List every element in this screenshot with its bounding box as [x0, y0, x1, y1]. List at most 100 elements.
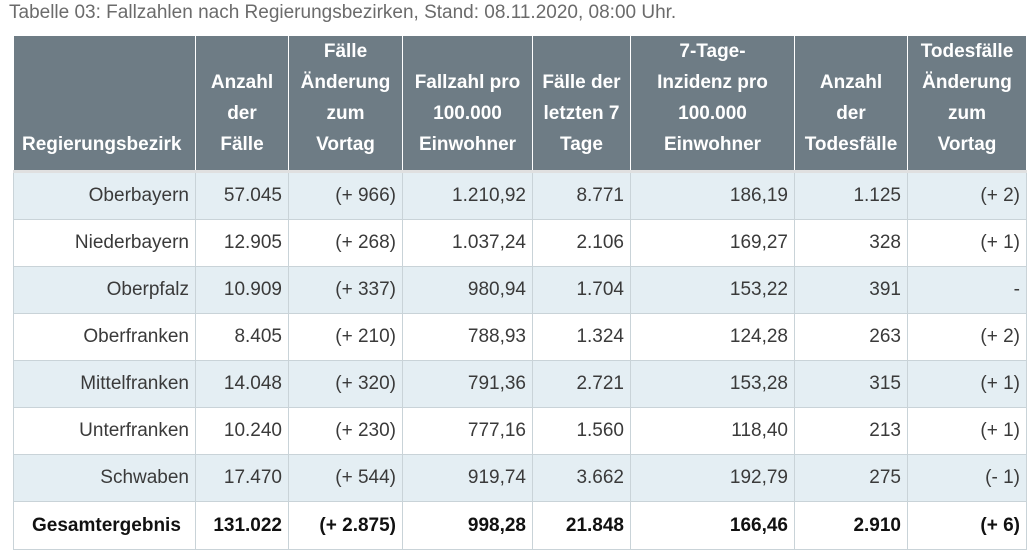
- column-header-line: 100.000: [433, 103, 502, 124]
- cell-regierungsbezirk: Oberbayern: [13, 171, 196, 220]
- cell-faelle-aenderung: (+ 966): [288, 171, 403, 220]
- cell-fallzahl-pro-100000: 1.037,24: [402, 219, 533, 267]
- cell-regierungsbezirk: Niederbayern: [13, 219, 196, 267]
- cell-faelle-aenderung: (+ 210): [288, 313, 403, 361]
- cell-anzahl-todesfaelle: 315: [794, 360, 908, 408]
- table-row: Niederbayern 12.905 (+ 268) 1.037,24 2.106 16…: [13, 219, 1027, 267]
- column-header-line: 100.000: [678, 103, 747, 124]
- cell-regierungsbezirk: Oberfranken: [13, 313, 196, 361]
- cell-fallzahl-pro-100000: 777,16: [402, 407, 533, 455]
- cell-anzahl-todesfaelle: 275: [794, 454, 908, 502]
- column-header-line: Tage: [560, 134, 603, 155]
- column-header-line: der: [836, 103, 866, 124]
- cell-faelle-aenderung: (+ 320): [288, 360, 403, 408]
- table-row: Oberbayern 57.045 (+ 966) 1.210,92 8.771 186,…: [13, 171, 1027, 220]
- cell-todesfaelle-aenderung: (+ 1): [907, 360, 1027, 408]
- column-header-fallzahl-pro-100000: Fallzahl pro 100.000 Einwohner: [402, 36, 533, 173]
- cell-faelle-aenderung: (+ 268): [288, 219, 403, 267]
- table-row: Mittelfranken 14.048 (+ 320) 791,36 2.721 153…: [13, 360, 1027, 408]
- cell-todesfaelle-aenderung: (+ 1): [907, 407, 1027, 455]
- cell-7-tage-inzidenz: 153,28: [630, 360, 795, 408]
- cell-anzahl-faelle: 8.405: [195, 313, 289, 361]
- column-header-line: Inzidenz pro: [657, 72, 768, 93]
- cell-fallzahl-pro-100000: 791,36: [402, 360, 533, 408]
- cell-regierungsbezirk: Unterfranken: [13, 407, 196, 455]
- column-header-line: der: [227, 103, 257, 124]
- cell-faelle-aenderung: (+ 337): [288, 266, 403, 314]
- column-header-line: Fallzahl pro: [414, 72, 521, 93]
- column-header-line: Todesfälle: [804, 134, 898, 155]
- total-cell-faelle-aenderung: (+ 2.875): [288, 501, 403, 550]
- cell-anzahl-faelle: 57.045: [195, 171, 289, 220]
- cell-anzahl-faelle: 12.905: [195, 219, 289, 267]
- column-header-faelle-aenderung: Fälle Änderung zum Vortag: [288, 36, 403, 173]
- case-numbers-table: Regierungsbezirk Anzahl der Fälle Fälle Änder…: [13, 36, 1027, 550]
- table-body: Oberbayern 57.045 (+ 966) 1.210,92 8.771 186,…: [13, 171, 1027, 550]
- cell-anzahl-faelle: 17.470: [195, 454, 289, 502]
- cell-7-tage-inzidenz: 118,40: [630, 407, 795, 455]
- column-header-line: zum: [326, 103, 365, 124]
- column-header-line: Einwohner: [418, 134, 517, 155]
- cell-faelle-letzte-7-tage: 8.771: [532, 171, 631, 220]
- column-header-line: Anzahl: [210, 72, 274, 93]
- column-header-7-tage-inzidenz: 7-Tage- Inzidenz pro 100.000 Einwohner: [630, 36, 795, 173]
- cell-fallzahl-pro-100000: 788,93: [402, 313, 533, 361]
- cell-todesfaelle-aenderung: (+ 2): [907, 171, 1027, 220]
- total-cell-7-tage-inzidenz: 166,46: [630, 501, 795, 550]
- column-header-line: Vortag: [937, 134, 997, 155]
- cell-faelle-aenderung: (+ 544): [288, 454, 403, 502]
- cell-anzahl-todesfaelle: 328: [794, 219, 908, 267]
- column-header-line: zum: [948, 103, 986, 124]
- cell-anzahl-todesfaelle: 213: [794, 407, 908, 455]
- column-header-line: Vortag: [316, 134, 375, 155]
- column-header-line: Änderung: [300, 72, 391, 93]
- cell-regierungsbezirk: Schwaben: [13, 454, 196, 502]
- cell-faelle-letzte-7-tage: 3.662: [532, 454, 631, 502]
- cell-regierungsbezirk: Oberpfalz: [13, 266, 196, 314]
- cell-todesfaelle-aenderung: (+ 1): [907, 219, 1027, 267]
- column-header-line: Anzahl: [819, 72, 883, 93]
- column-header-anzahl-todesfaelle: Anzahl der Todesfälle: [794, 36, 908, 173]
- column-header-regierungsbezirk: Regierungsbezirk: [13, 36, 196, 173]
- cell-faelle-aenderung: (+ 230): [288, 407, 403, 455]
- table-row: Oberfranken 8.405 (+ 210) 788,93 1.324 124,28…: [13, 313, 1027, 361]
- total-row: Gesamtergebnis 131.022 (+ 2.875) 998,28 21.8…: [13, 501, 1027, 550]
- total-cell-todesfaelle-aenderung: (+ 6): [907, 501, 1027, 550]
- total-cell-faelle-letzte-7-tage: 21.848: [532, 501, 631, 550]
- column-header-line: Einwohner: [663, 134, 762, 155]
- column-header-line: 7-Tage-: [679, 41, 746, 62]
- cell-faelle-letzte-7-tage: 2.106: [532, 219, 631, 267]
- column-header-anzahl-faelle: Anzahl der Fälle: [195, 36, 289, 173]
- total-cell-anzahl-faelle: 131.022: [195, 501, 289, 550]
- column-header-line: Fälle der: [542, 72, 621, 93]
- header-row: Regierungsbezirk Anzahl der Fälle Fälle Änder…: [13, 36, 1027, 173]
- cell-todesfaelle-aenderung: (+ 2): [907, 313, 1027, 361]
- cell-todesfaelle-aenderung: -: [907, 266, 1027, 314]
- cell-anzahl-todesfaelle: 1.125: [794, 171, 908, 220]
- cell-fallzahl-pro-100000: 1.210,92: [402, 171, 533, 220]
- column-header-line: Änderung: [922, 72, 1012, 93]
- cell-anzahl-todesfaelle: 263: [794, 313, 908, 361]
- cell-7-tage-inzidenz: 186,19: [630, 171, 795, 220]
- cell-fallzahl-pro-100000: 980,94: [402, 266, 533, 314]
- cell-todesfaelle-aenderung: (- 1): [907, 454, 1027, 502]
- total-cell-regierungsbezirk: Gesamtergebnis: [13, 501, 196, 550]
- total-cell-fallzahl-pro-100000: 998,28: [402, 501, 533, 550]
- total-cell-anzahl-todesfaelle: 2.910: [794, 501, 908, 550]
- column-header-faelle-letzte-7-tage: Fälle der letzten 7 Tage: [532, 36, 631, 173]
- cell-7-tage-inzidenz: 192,79: [630, 454, 795, 502]
- column-header-line: letzten 7: [543, 103, 620, 124]
- column-header-todesfaelle-aenderung: Todesfälle Änderung zum Vortag: [907, 36, 1027, 173]
- cell-faelle-letzte-7-tage: 2.721: [532, 360, 631, 408]
- cell-anzahl-faelle: 10.909: [195, 266, 289, 314]
- cell-7-tage-inzidenz: 153,22: [630, 266, 795, 314]
- cell-faelle-letzte-7-tage: 1.560: [532, 407, 631, 455]
- cell-7-tage-inzidenz: 124,28: [630, 313, 795, 361]
- table-row: Unterfranken 10.240 (+ 230) 777,16 1.560 118,…: [13, 407, 1027, 455]
- cell-faelle-letzte-7-tage: 1.324: [532, 313, 631, 361]
- cell-regierungsbezirk: Mittelfranken: [13, 360, 196, 408]
- cell-7-tage-inzidenz: 169,27: [630, 219, 795, 267]
- cell-anzahl-todesfaelle: 391: [794, 266, 908, 314]
- column-header-line: Todesfälle: [920, 41, 1014, 62]
- cell-faelle-letzte-7-tage: 1.704: [532, 266, 631, 314]
